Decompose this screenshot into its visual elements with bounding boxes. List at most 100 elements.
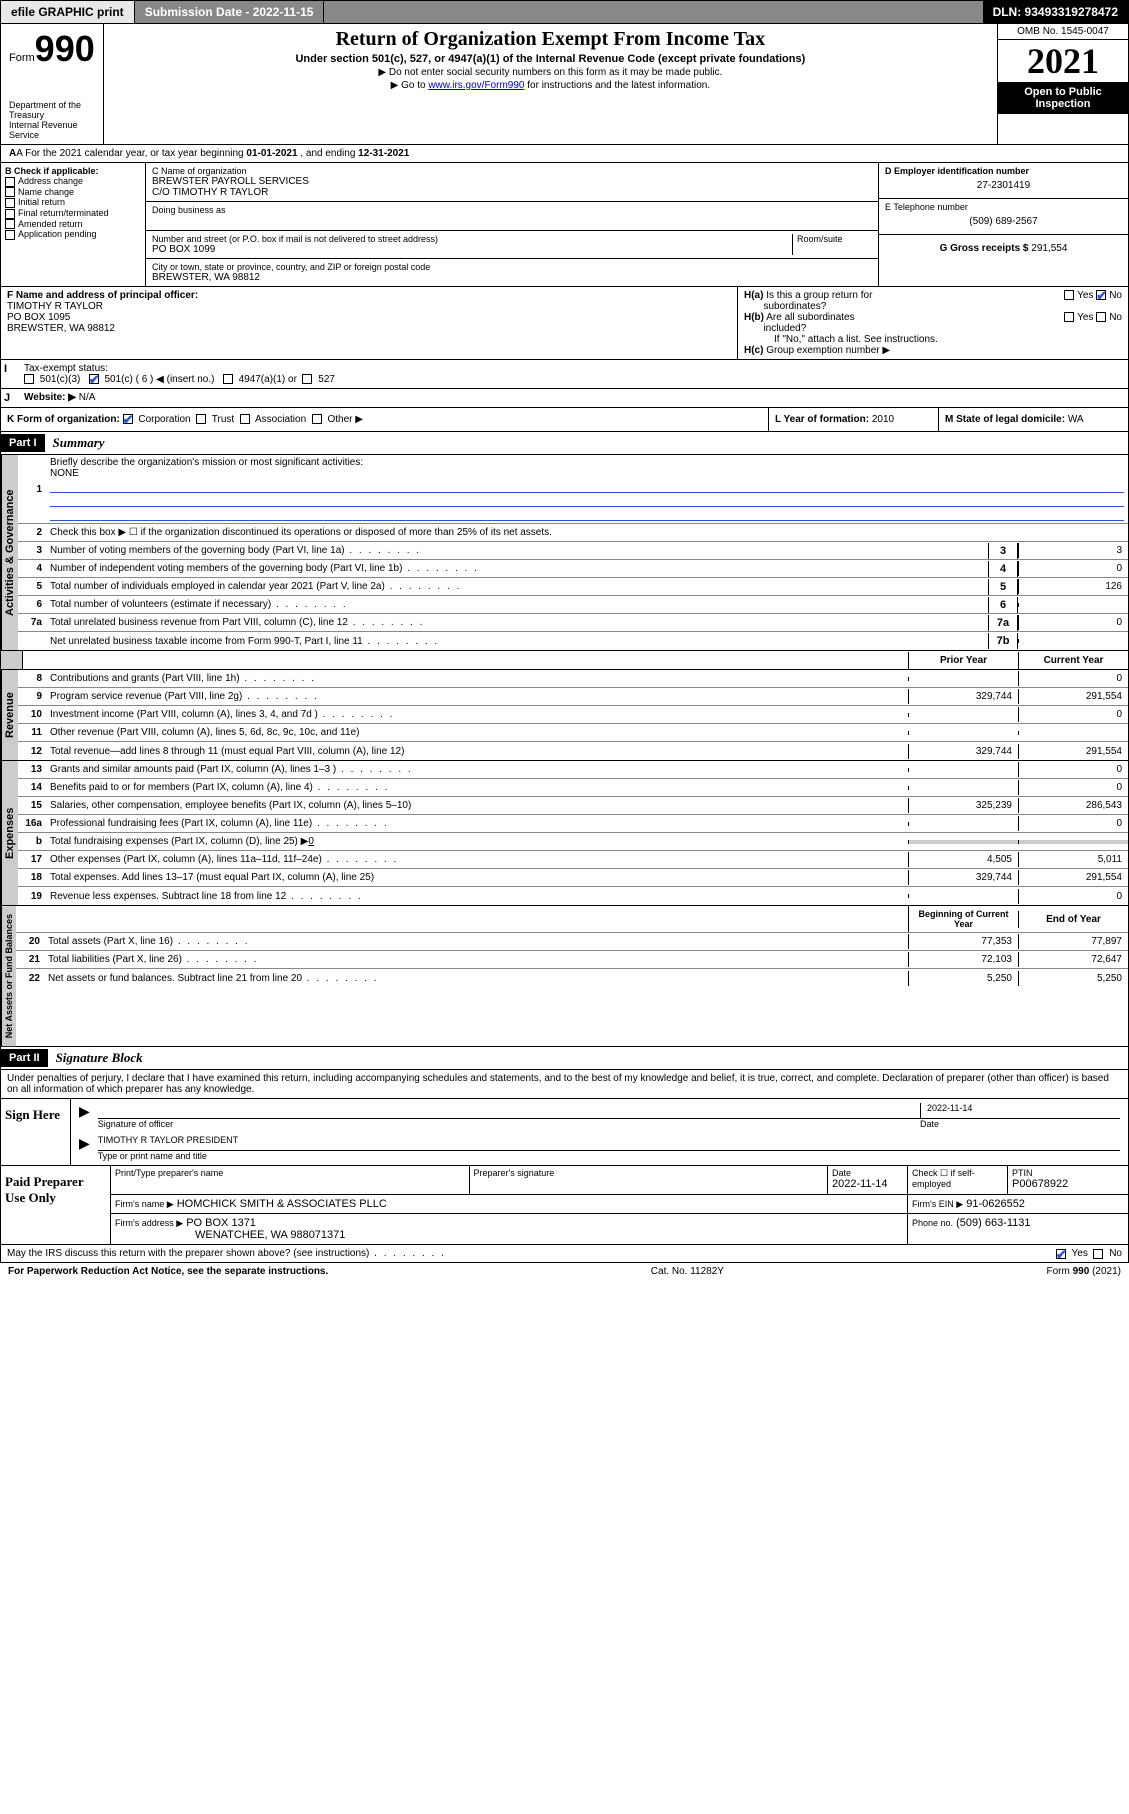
officer-signature-field[interactable] (98, 1103, 920, 1118)
initial-return-checkbox[interactable] (5, 198, 15, 208)
l13-text: Grants and similar amounts paid (Part IX… (46, 762, 908, 777)
l9-prior: 329,744 (908, 689, 1018, 704)
501c3-checkbox[interactable] (24, 374, 34, 384)
l15-current: 286,543 (1018, 798, 1128, 813)
year-formation-label: L Year of formation: (775, 414, 869, 425)
l13-current: 0 (1018, 762, 1128, 777)
opt-501c: 501(c) ( 6 ) ◀ (insert no.) (104, 374, 214, 385)
l5-text: Total number of individuals employed in … (46, 579, 988, 594)
blocks-k-l-m: K Form of organization: Corporation Trus… (0, 408, 1129, 432)
hb-no: No (1109, 312, 1122, 323)
city-label: City or town, state or province, country… (152, 262, 872, 272)
block-i-row: I Tax-exempt status: 501(c)(3) 501(c) ( … (0, 360, 1129, 389)
l5-value: 126 (1018, 579, 1128, 594)
hb-no-checkbox[interactable] (1096, 312, 1106, 322)
page-footer: For Paperwork Reduction Act Notice, see … (0, 1263, 1129, 1280)
header-right: OMB No. 1545-0047 2021 Open to Public In… (998, 24, 1128, 144)
part2-title: Signature Block (48, 1047, 151, 1069)
part1-year-headers: Prior YearCurrent Year (0, 651, 1129, 670)
l22-text: Net assets or fund balances. Subtract li… (44, 971, 908, 986)
other-checkbox[interactable] (312, 414, 322, 424)
cb-name-change: Name change (18, 187, 74, 197)
ha-no: No (1109, 290, 1122, 301)
prep-date-label: Date (832, 1168, 903, 1178)
tab-revenue: Revenue (1, 670, 18, 760)
amended-return-checkbox[interactable] (5, 219, 15, 229)
l7b-value (1018, 639, 1128, 643)
part1-badge: Part I (1, 434, 45, 452)
officer-label: F Name and address of principal officer: (7, 290, 198, 301)
may-irs-yes-checkbox[interactable] (1056, 1249, 1066, 1259)
ha-yes-checkbox[interactable] (1064, 290, 1074, 300)
tab-expenses: Expenses (1, 761, 18, 905)
l8-current: 0 (1018, 671, 1128, 686)
sig-officer-label: Signature of officer (98, 1119, 920, 1129)
form-org-label: K Form of organization: (7, 414, 120, 425)
l14-current: 0 (1018, 780, 1128, 795)
l10-text: Investment income (Part VIII, column (A)… (46, 707, 908, 722)
l1-value: NONE (50, 468, 79, 479)
l13-prior (908, 768, 1018, 772)
efile-print-button[interactable]: efile GRAPHIC print (1, 1, 135, 23)
501c-checkbox[interactable] (89, 374, 99, 384)
l18-text: Total expenses. Add lines 13–17 (must eq… (46, 870, 908, 885)
l7b-text: Net unrelated business taxable income fr… (46, 634, 988, 649)
gross-receipts-label: G Gross receipts $ (940, 243, 1029, 254)
corp-checkbox[interactable] (123, 414, 133, 424)
final-return-checkbox[interactable] (5, 209, 15, 219)
ha-yes: Yes (1077, 290, 1093, 301)
arrow-icon: ▶ (79, 1103, 90, 1129)
block-b: B Check if applicable: Address change Na… (1, 163, 146, 286)
form-number: 990 (35, 28, 95, 69)
l18-prior: 329,744 (908, 870, 1018, 885)
l8-prior (908, 677, 1018, 681)
opt-other: Other ▶ (327, 414, 362, 425)
inspection-label: Open to Public Inspection (998, 82, 1128, 114)
l17-text: Other expenses (Part IX, column (A), lin… (46, 852, 908, 867)
l15-prior: 325,239 (908, 798, 1018, 813)
l22-prior: 5,250 (908, 971, 1018, 986)
part1-expenses: Expenses 13Grants and similar amounts pa… (0, 761, 1129, 906)
ha-no-checkbox[interactable] (1096, 290, 1106, 300)
org-address: PO BOX 1099 (152, 244, 792, 255)
part2-badge: Part II (1, 1049, 48, 1067)
assoc-checkbox[interactable] (240, 414, 250, 424)
block-c: C Name of organization BREWSTER PAYROLL … (146, 163, 878, 286)
paid-preparer-label: Paid Preparer Use Only (1, 1166, 111, 1244)
officer-name-signed: TIMOTHY R TAYLOR PRESIDENT (98, 1135, 1120, 1151)
cb-address-change: Address change (18, 176, 83, 186)
irs-link[interactable]: www.irs.gov/Form990 (428, 80, 524, 91)
prep-name-field[interactable] (115, 1178, 465, 1192)
begin-year-hdr: Beginning of Current Year (908, 906, 1018, 932)
hb-yes-checkbox[interactable] (1064, 312, 1074, 322)
firm-addr1: PO BOX 1371 (186, 1217, 256, 1229)
firm-phone: (509) 663-1131 (956, 1217, 1030, 1229)
block-l: L Year of formation: 2010 (768, 408, 938, 431)
l22-current: 5,250 (1018, 971, 1128, 986)
hb-yes: Yes (1077, 312, 1093, 323)
firm-name: HOMCHICK SMITH & ASSOCIATES PLLC (177, 1198, 387, 1210)
address-change-checkbox[interactable] (5, 177, 15, 187)
l12-prior: 329,744 (908, 744, 1018, 759)
l12-text: Total revenue—add lines 8 through 11 (mu… (46, 744, 908, 759)
part1-header-row: Part I Summary (0, 432, 1129, 455)
527-checkbox[interactable] (302, 374, 312, 384)
website-label: Website: ▶ (24, 392, 76, 403)
footer-left: For Paperwork Reduction Act Notice, see … (8, 1266, 328, 1277)
l21-prior: 72,103 (908, 952, 1018, 967)
block-j: Website: ▶ N/A (21, 389, 1128, 407)
addr-label: Number and street (or P.O. box if mail i… (152, 234, 792, 244)
application-pending-checkbox[interactable] (5, 230, 15, 240)
name-change-checkbox[interactable] (5, 187, 15, 197)
sign-here-block: Sign Here ▶ 2022-11-14 Signature of offi… (0, 1099, 1129, 1166)
penalty-statement: Under penalties of perjury, I declare th… (0, 1070, 1129, 1099)
may-irs-text: May the IRS discuss this return with the… (7, 1248, 446, 1259)
form-note2: ▶ Go to www.irs.gov/Form990 for instruct… (112, 80, 989, 91)
org-name-1: BREWSTER PAYROLL SERVICES (152, 176, 872, 187)
may-irs-no-checkbox[interactable] (1093, 1249, 1103, 1259)
sig-date-label: Date (920, 1119, 1120, 1129)
line-a-row: AA For the 2021 calendar year, or tax ye… (0, 145, 1129, 163)
trust-checkbox[interactable] (196, 414, 206, 424)
l16b-current (1018, 840, 1128, 844)
4947-checkbox[interactable] (223, 374, 233, 384)
